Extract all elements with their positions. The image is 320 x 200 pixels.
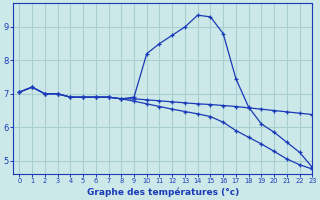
X-axis label: Graphe des températures (°c): Graphe des températures (°c)	[86, 187, 239, 197]
